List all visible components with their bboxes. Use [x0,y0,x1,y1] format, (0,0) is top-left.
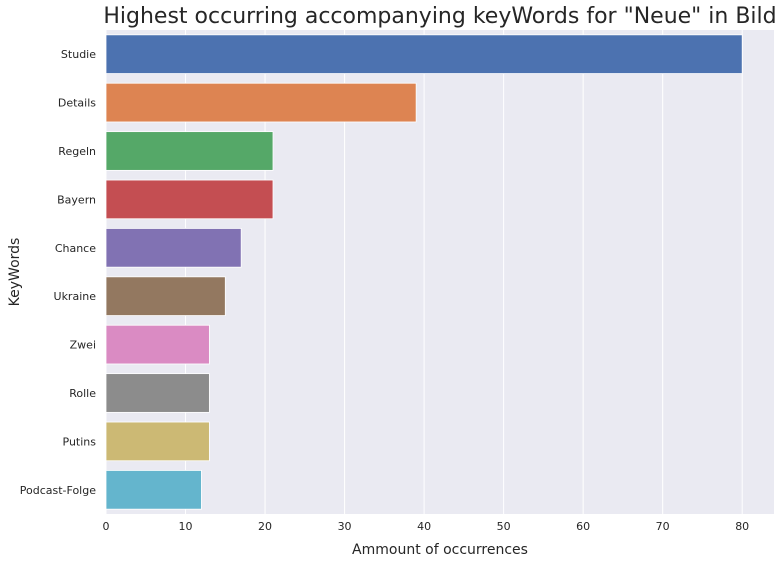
bar-ukraine [105,276,226,316]
y-tick-labels: Studie Details Regeln Bayern Chance Ukraine Zw… [20,48,97,497]
bars [105,34,743,510]
x-axis-label: Ammount of occurrences [352,542,528,558]
y-tick-label: Zwei [70,339,96,352]
bar-studie [105,34,743,74]
x-tick-label: 20 [258,520,272,533]
bar-zwei [105,324,210,365]
bar-chance [105,228,242,268]
y-tick-label: Details [58,97,96,110]
chart-title: Highest occurring accompanying keyWords … [103,4,776,29]
y-tick-label: Bayern [57,193,96,206]
bar-rolle [105,373,210,413]
x-tick-label: 0 [103,520,110,533]
y-tick-label: Rolle [69,387,96,400]
bar-putins [105,421,210,462]
y-tick-label: Studie [61,48,96,61]
x-tick-label: 60 [576,520,590,533]
x-tick-label: 40 [417,520,431,533]
x-tick-label: 70 [656,520,670,533]
bar-podcast-folge [105,470,202,510]
y-tick-label: Ukraine [54,290,97,303]
x-tick-labels: 0 10 20 30 40 50 60 70 80 [103,520,750,533]
x-tick-label: 10 [179,520,193,533]
y-axis-label: KeyWords [7,238,23,307]
x-tick-label: 80 [735,520,749,533]
y-tick-label: Podcast-Folge [20,484,96,497]
y-tick-label: Putins [63,435,97,448]
x-tick-label: 50 [497,520,511,533]
bar-bayern [105,179,274,220]
y-tick-label: Regeln [58,145,96,158]
y-tick-label: Chance [55,242,96,255]
bar-regeln [105,131,274,171]
x-tick-label: 30 [338,520,352,533]
bar-details [105,82,417,123]
